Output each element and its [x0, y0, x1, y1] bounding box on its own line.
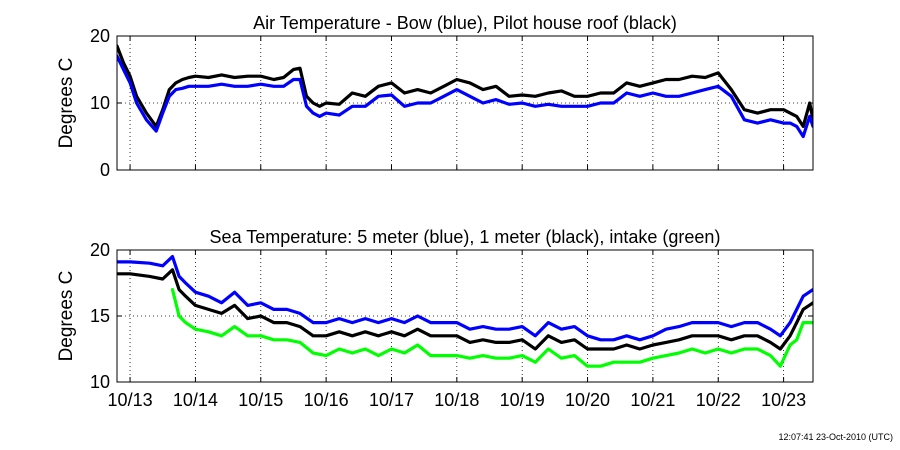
x-tick-label: 10/15: [238, 390, 283, 410]
x-tick-label: 10/21: [630, 390, 675, 410]
chart-title: Sea Temperature: 5 meter (blue), 1 meter…: [210, 227, 721, 247]
y-tick-label: 20: [90, 240, 110, 260]
series-line-bow: [117, 54, 813, 139]
chart-panel-1: 0 10 20 Air Temperature - Bow (blue), Pilot…: [56, 13, 814, 180]
x-tick-label: 10/16: [304, 390, 349, 410]
series-line-pilot-house-roof: [117, 44, 813, 129]
x-tick-label: 10/14: [173, 390, 218, 410]
series-line-5-meter: [117, 255, 813, 342]
y-tick-label: 10: [90, 372, 110, 392]
chart-title: Air Temperature - Bow (blue), Pilot hous…: [253, 13, 677, 33]
y-axis-label: Degrees C: [56, 58, 77, 149]
x-tick-label: 10/13: [108, 390, 153, 410]
y-tick-label: 10: [90, 93, 110, 113]
x-tick-label: 10/18: [434, 390, 479, 410]
x-tick-label: 10/19: [500, 390, 545, 410]
series-line-intake: [170, 288, 813, 368]
series-line-1-meter: [117, 268, 813, 351]
x-tick-label: 10/23: [761, 390, 806, 410]
x-tick-label: 10/22: [696, 390, 741, 410]
y-tick-label: 15: [90, 306, 110, 326]
y-axis-label: Degrees C: [56, 271, 77, 362]
chart-panel-2: 10 15 20 10/13 10/14 10/15 10/16 10/17 10/18 10/1…: [56, 227, 814, 410]
x-tick-label: 10/17: [369, 390, 414, 410]
timestamp: 12:07:41 23-Oct-2010 (UTC): [778, 432, 893, 442]
x-tick-label: 10/20: [565, 390, 610, 410]
y-tick-label: 20: [90, 26, 110, 46]
y-tick-label: 0: [100, 160, 110, 180]
